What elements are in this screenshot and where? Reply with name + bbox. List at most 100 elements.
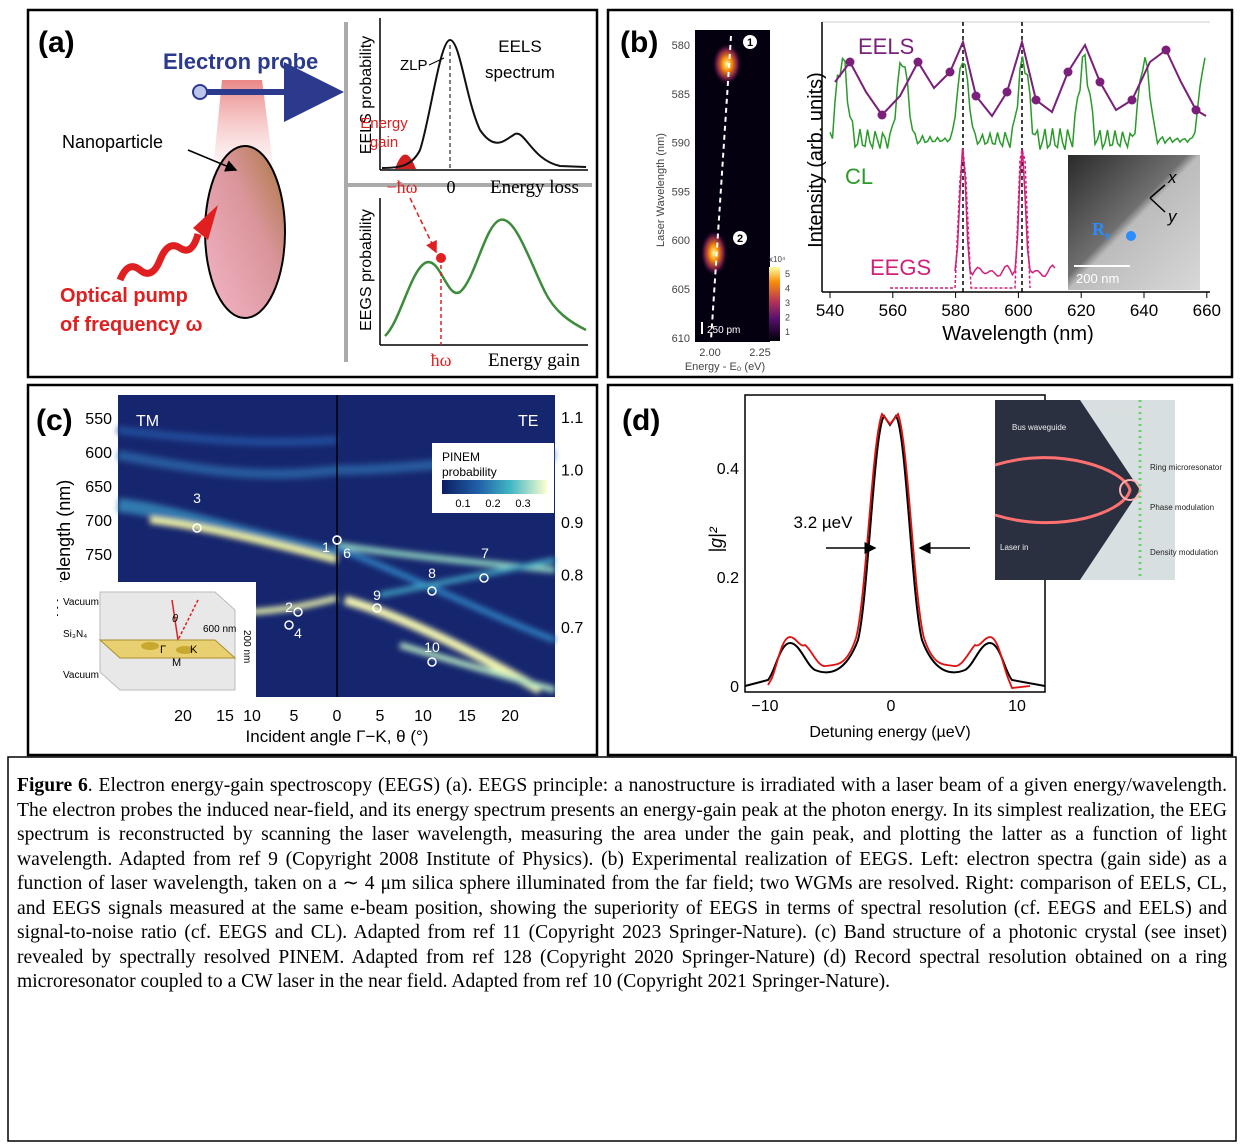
marker [436,253,446,263]
tick-label: 5 [376,708,385,725]
text: M [172,657,181,669]
axis-label: EEGS probability [358,209,375,331]
eels-point [845,57,855,67]
tick-label: 0.7 [561,620,583,637]
shape [117,498,339,562]
tick-label: 595 [672,186,690,198]
text: of frequency ω [60,314,203,336]
tick-label: −10 [751,698,778,715]
tick-label: 0.1 [455,498,470,510]
pointer [428,57,445,66]
tick-label: 600 [1004,301,1032,320]
text: spectrum [485,63,555,82]
mode-label: 9 [373,587,381,603]
axis-label: EELS probability [358,36,375,154]
tick-label: 10 [1008,698,1026,715]
eels-point [1191,105,1201,115]
tick-label: 620 [1067,301,1095,320]
panel-label: (d) [622,404,660,437]
eels-curve [834,38,1207,118]
axis-label: Energy - E₀ (eV) [685,361,765,373]
mode-label: 10 [424,639,440,655]
tick-label: 1 [785,327,790,337]
beam [177,599,199,641]
tick-label: 550 [85,411,112,428]
mode-label: 6 [343,545,351,561]
panel-label: (a) [38,26,75,59]
tick-label: 3 [785,298,790,308]
tick-label: 0.4 [717,461,739,478]
tick-label: 590 [672,138,690,150]
tick-label: 0 [333,708,342,725]
inset-label: Bus waveguide [1012,423,1067,432]
inset-label: Laser in [1000,543,1028,552]
tick-label: 15 [458,708,476,725]
eels-point [877,110,887,120]
eegs-curve [384,218,587,337]
legend-text: EEGS [870,255,931,280]
mode-spot [701,231,727,275]
tick-label: 0.3 [515,498,530,510]
caption-label: Figure 6 [17,775,88,796]
text: y [1167,207,1178,226]
tick-label: 2.00 [699,347,720,359]
inset-label: Density modulation [1150,548,1218,557]
tick-label: 540 [816,301,844,320]
hole [141,642,159,650]
electron [192,84,208,100]
panel-frame [606,383,1234,757]
tick-label: 10 [243,708,261,725]
text: x10⁴ [769,255,786,264]
text: 1 [747,37,753,49]
cl-curve [829,53,1206,151]
mode-label: 4 [294,625,302,641]
mode-marker [427,586,437,596]
caption-frame [7,756,1237,1142]
tick-label: 650 [85,479,112,496]
axis-arrow [1149,197,1166,213]
tick-label: 580 [672,40,690,52]
eels-point [1127,95,1137,105]
shape [335,545,557,643]
text: Si₃N₄ [63,629,87,640]
eels-point [1161,45,1171,55]
axis-label: Intensity (arb. units) [805,72,827,248]
colorbar [769,267,780,341]
tick-group: 540 560 580 600 620 640 660 [816,292,1221,320]
tick-label: 0.2 [485,498,500,510]
text: EELS [498,37,541,56]
tick-label: 585 [672,89,690,101]
text: TM [136,413,159,430]
tick-label: 0.8 [561,568,583,585]
axis-label: Wavelength (nm) [942,323,1094,345]
panel-label: (c) [36,404,73,437]
legend-text: EELS [858,34,914,59]
arrow [409,197,437,254]
mode-marker [479,573,489,583]
tick-label: 2.25 [749,347,770,359]
caption-text: . Electron energy-gain spectroscopy (EEG… [17,775,1227,993]
text: 0 [447,177,456,197]
tick-group: 0 0.2 0.4 −10 0 10 [717,461,1026,715]
bus-waveguide [994,456,1132,525]
shape [249,595,338,615]
eels-point [945,67,955,77]
mode-marker [293,607,303,617]
tick-group: 580 585 590 595 600 605 610 [672,40,690,345]
text: Electron probe [163,49,318,74]
mode-label: 1 [322,539,330,555]
axis-arrow [1149,184,1166,199]
inset-label: Phase modulation [1150,503,1214,512]
tick-label: 20 [174,708,192,725]
text: 200 nm [241,630,252,663]
annotation: 3.2 µeV [794,513,854,532]
pump-arrowhead [193,205,218,240]
panel-frame [606,8,1234,379]
colorbar-box [432,443,554,513]
pump-wave [116,232,202,282]
text: x [1167,168,1177,187]
marker-badge [733,231,747,245]
eels-points [845,45,1201,120]
